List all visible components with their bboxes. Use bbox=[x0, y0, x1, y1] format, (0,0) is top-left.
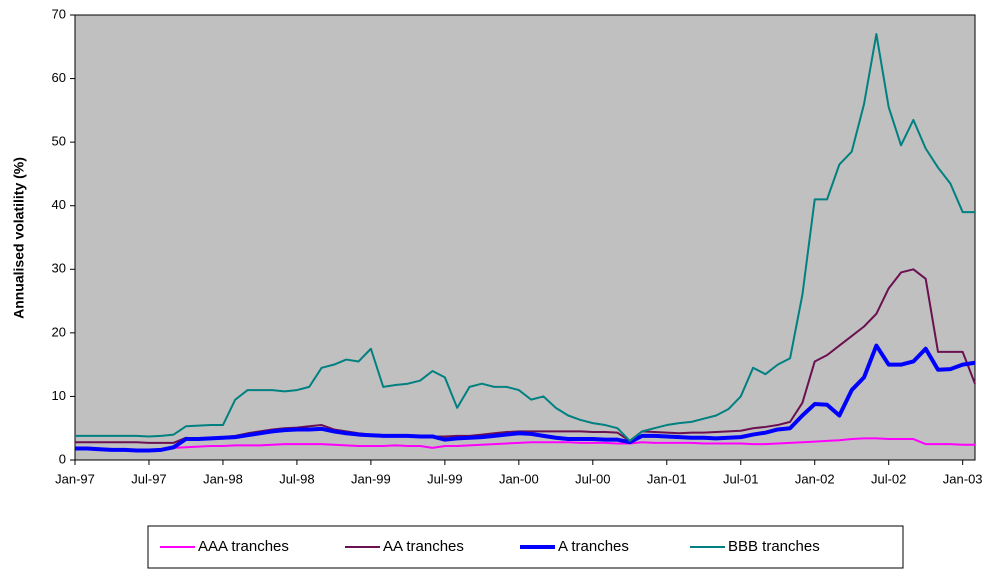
y-tick-label: 0 bbox=[59, 451, 66, 466]
y-tick-label: 10 bbox=[52, 388, 66, 403]
x-tick-label: Jul-01 bbox=[723, 471, 758, 486]
x-tick-label: Jan-02 bbox=[795, 471, 835, 486]
series-line bbox=[75, 343, 976, 453]
y-tick-label: 70 bbox=[52, 6, 66, 21]
y-tick-label: 20 bbox=[52, 324, 66, 339]
y-tick-label: 60 bbox=[52, 70, 66, 85]
series-line bbox=[75, 437, 975, 451]
legend-label: AA tranches bbox=[383, 538, 464, 555]
x-tick-label: Jul-98 bbox=[279, 471, 314, 486]
series-line bbox=[75, 33, 975, 442]
x-tick-label: Jul-97 bbox=[131, 471, 166, 486]
x-tick-label: Jul-02 bbox=[871, 471, 906, 486]
y-tick-label: 50 bbox=[52, 134, 66, 149]
x-tick-label: Jan-03 bbox=[943, 471, 983, 486]
x-tick-label: Jul-00 bbox=[575, 471, 610, 486]
x-tick-label: Jan-98 bbox=[203, 471, 243, 486]
y-tick-label: 30 bbox=[52, 261, 66, 276]
y-tick-label: 40 bbox=[52, 197, 66, 212]
y-axis-label: Annualised volatility (%) bbox=[11, 157, 27, 319]
x-tick-label: Jan-01 bbox=[647, 471, 687, 486]
legend-label: A tranches bbox=[558, 538, 629, 555]
legend-label: AAA tranches bbox=[198, 538, 289, 555]
legend-label: BBB tranches bbox=[728, 538, 820, 555]
x-tick-label: Jan-97 bbox=[55, 471, 95, 486]
x-tick-label: Jan-00 bbox=[499, 471, 539, 486]
x-tick-label: Jul-99 bbox=[427, 471, 462, 486]
plot-area bbox=[74, 14, 976, 461]
x-tick-label: Jan-99 bbox=[351, 471, 391, 486]
